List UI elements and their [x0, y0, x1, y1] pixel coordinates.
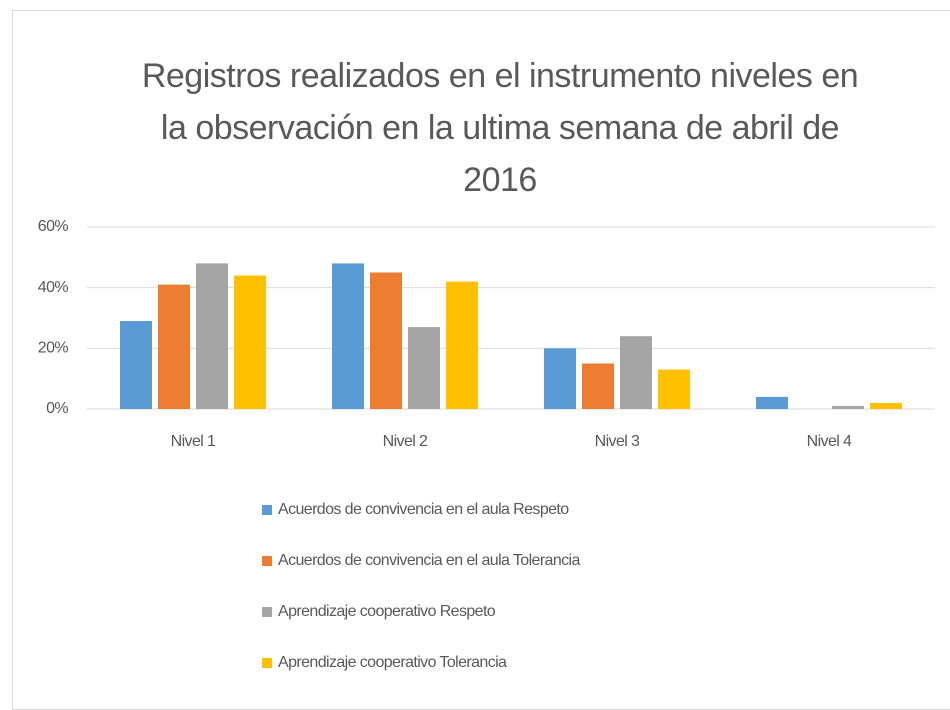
y-tick-label: 0%: [46, 400, 68, 417]
bar: [582, 363, 614, 409]
bar: [120, 321, 152, 409]
bar: [196, 263, 228, 409]
legend-swatch: [262, 658, 272, 668]
bar: [832, 405, 864, 409]
bar: [408, 327, 440, 409]
x-tick-label: Nivel 1: [171, 433, 216, 450]
legend-label: Aprendizaje cooperativo Respeto: [278, 603, 496, 620]
bar: [620, 336, 652, 409]
bar: [332, 263, 364, 409]
bar: [658, 369, 690, 409]
legend-swatch: [262, 556, 272, 566]
legend-label: Acuerdos de convivencia en el aula Toler…: [278, 552, 581, 569]
legend-label: Aprendizaje cooperativo Tolerancia: [278, 654, 507, 671]
x-tick-label: Nivel 3: [595, 433, 640, 450]
bar: [158, 284, 190, 409]
chart-title: Registros realizados en el instrumento n…: [141, 57, 859, 199]
chart: 0% 20% 40% 60% Nivel 1 Nivel 2 Nivel 3 Nivel 4 A…: [38, 218, 935, 671]
bar: [446, 281, 478, 409]
x-tick-label: Nivel 2: [383, 433, 428, 450]
page: {"chart_data": {"type": "bar", "title": …: [12, 10, 950, 710]
bar: [870, 402, 902, 409]
legend-swatch: [262, 505, 272, 515]
bar: [756, 396, 788, 409]
legend-swatch: [262, 607, 272, 617]
y-tick-label: 60%: [38, 218, 69, 235]
y-tick-label: 40%: [38, 279, 69, 296]
bar: [234, 275, 266, 409]
x-tick-label: Nivel 4: [807, 433, 852, 450]
legend-label: Acuerdos de convivencia en el aula Respe…: [278, 501, 569, 518]
bar: [544, 348, 576, 409]
y-tick-label: 20%: [38, 340, 69, 357]
bar: [370, 272, 402, 409]
